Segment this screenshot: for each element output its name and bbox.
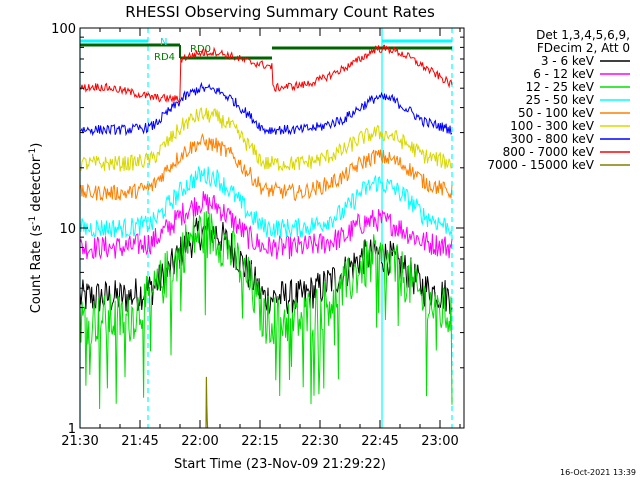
chart-title: RHESSI Observing Summary Count Rates bbox=[125, 3, 435, 21]
y-tick-label: 100 bbox=[51, 22, 76, 37]
y-tick-label: 10 bbox=[59, 222, 76, 237]
x-axis-label: Start Time (23-Nov-09 21:29:22) bbox=[174, 457, 386, 472]
legend-item-label: 3 - 6 keV bbox=[541, 54, 595, 68]
x-tick-label: 23:00 bbox=[421, 434, 458, 449]
flag-label-rd4: RD4 bbox=[154, 52, 175, 63]
legend-item-label: 50 - 100 keV bbox=[518, 106, 595, 120]
flag-label-rd0: RD0 bbox=[190, 44, 211, 55]
legend-item-label: 12 - 25 keV bbox=[526, 80, 595, 94]
legend-item-label: 7000 - 15000 keV bbox=[487, 158, 594, 172]
legend-item-label: 25 - 50 keV bbox=[526, 93, 595, 107]
flag-label-n: N bbox=[160, 37, 167, 48]
y-axis-label-part: ) bbox=[29, 143, 44, 148]
y-tick-label: 1 bbox=[68, 422, 76, 437]
legend-item-label: 100 - 300 keV bbox=[510, 119, 594, 133]
series-line bbox=[79, 166, 453, 239]
y-axis-label-sup: -1 bbox=[28, 148, 38, 157]
series-line bbox=[79, 191, 453, 260]
y-axis-label-sup: -1 bbox=[28, 216, 38, 225]
series-line bbox=[79, 81, 453, 137]
x-axis: 21:30 21:45 22:00 22:15 22:30 22:45 23:00 bbox=[61, 28, 461, 449]
y-axis-label-part: Count Rate (s bbox=[29, 225, 44, 314]
legend-header-line: FDecim 2, Att 0 bbox=[537, 41, 630, 55]
x-tick-label: 22:15 bbox=[241, 434, 278, 449]
legend-item-label: 6 - 12 keV bbox=[533, 67, 595, 81]
plot-area: N RD4 RD0 bbox=[79, 28, 453, 429]
x-tick-label: 21:30 bbox=[61, 434, 98, 449]
legend-item-label: 800 - 7000 keV bbox=[503, 145, 595, 159]
footer-timestamp: 16-Oct-2021 13:39 bbox=[560, 468, 636, 477]
series-line bbox=[79, 132, 453, 202]
y-axis-label: Count Rate (s-1 detector-1) bbox=[28, 143, 44, 314]
y-axis-label-part: detector bbox=[29, 156, 44, 216]
series-line bbox=[205, 376, 209, 429]
x-tick-label: 22:00 bbox=[181, 434, 218, 449]
y-axis: 1 10 100 bbox=[51, 22, 464, 437]
series-line bbox=[79, 106, 453, 172]
legend: Det 1,3,4,5,6,9, FDecim 2, Att 0 3 - 6 k… bbox=[487, 28, 630, 172]
series-line bbox=[79, 217, 453, 315]
x-tick-label: 22:45 bbox=[361, 434, 398, 449]
legend-item-label: 300 - 800 keV bbox=[510, 132, 594, 146]
series-line bbox=[79, 211, 453, 410]
series-line bbox=[79, 44, 453, 104]
x-tick-label: 22:30 bbox=[301, 434, 338, 449]
legend-header-line: Det 1,3,4,5,6,9, bbox=[536, 28, 630, 42]
x-tick-label: 21:45 bbox=[121, 434, 158, 449]
